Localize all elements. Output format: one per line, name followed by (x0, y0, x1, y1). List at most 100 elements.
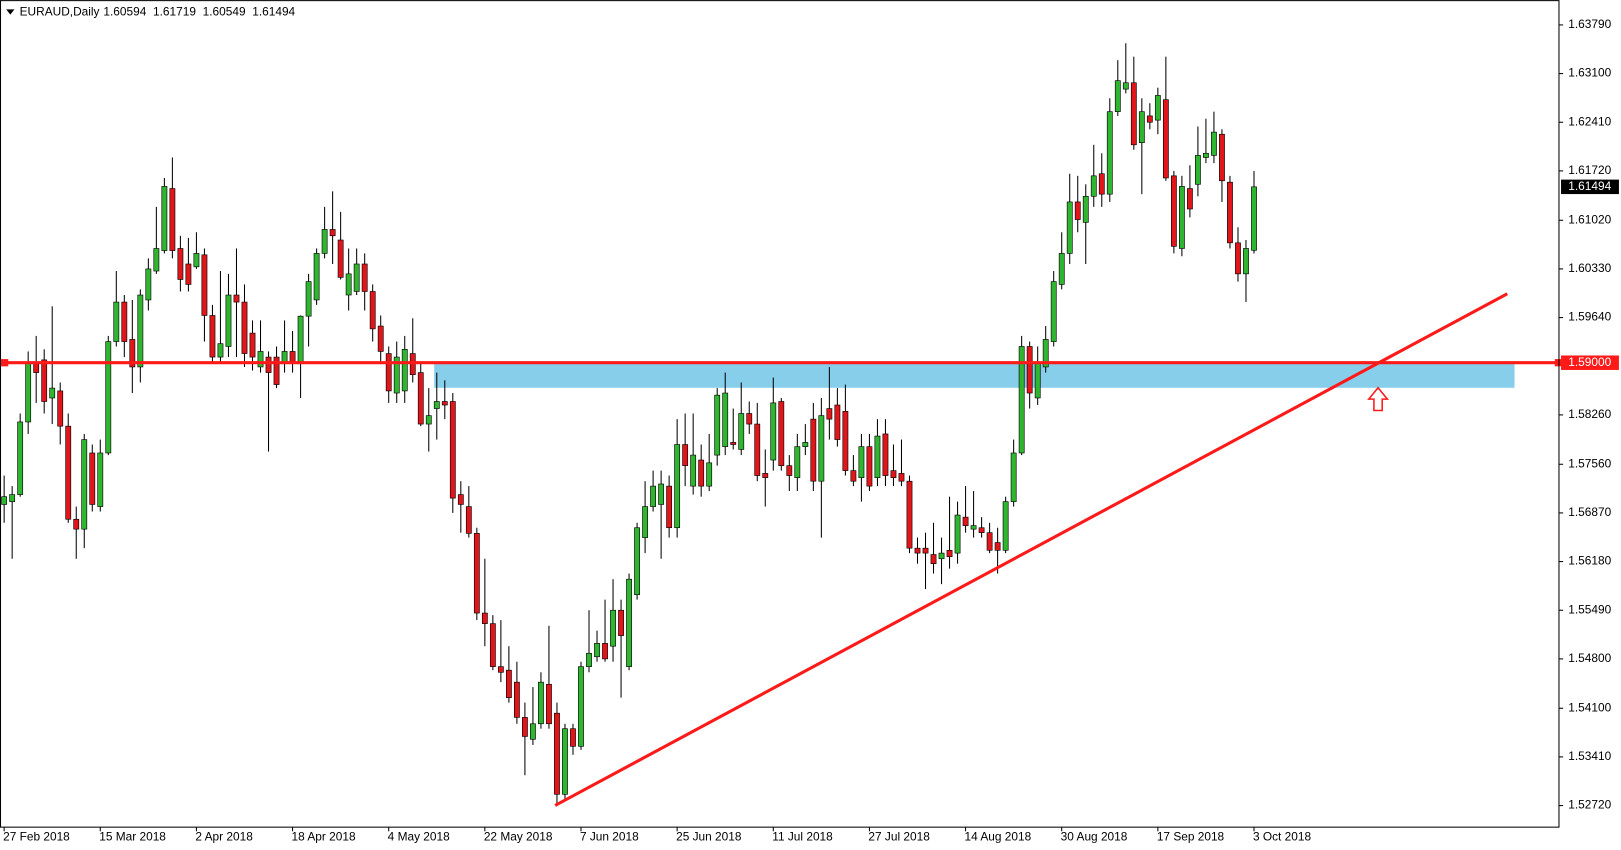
y-tick-label: 1.59640 (1568, 310, 1611, 324)
x-tick-label: 4 May 2018 (388, 830, 450, 844)
candle-body (233, 294, 240, 303)
candle-body (898, 473, 905, 482)
y-tick-label: 1.53410 (1568, 749, 1611, 763)
candle-body (930, 554, 937, 565)
candle-body (1010, 452, 1017, 502)
level-label-box (1561, 355, 1619, 370)
candle-body (297, 315, 304, 363)
header-open: 1.60594 (103, 5, 146, 19)
candle-body (153, 248, 160, 272)
candle-body (1235, 242, 1241, 275)
candle-body (105, 341, 112, 454)
candle-body (986, 532, 993, 551)
candle-body (481, 612, 488, 624)
menu-triangle (6, 9, 15, 15)
candle-body (762, 473, 769, 478)
y-tick-label: 1.61720 (1568, 163, 1611, 177)
candle-body (642, 506, 648, 538)
x-tick-label: 17 Sep 2018 (1157, 830, 1225, 844)
candle-body (826, 408, 833, 420)
price-label-box (1561, 179, 1619, 195)
candle-body (169, 188, 176, 251)
x-tick-label: 22 May 2018 (484, 830, 553, 844)
candle-body (994, 542, 1001, 551)
candle-body (1187, 188, 1193, 210)
candle-body (698, 459, 705, 487)
candle-body (217, 343, 224, 358)
header-close: 1.61494 (252, 5, 295, 19)
candle-body (1251, 186, 1257, 251)
x-tick-label: 14 Aug 2018 (965, 830, 1032, 844)
candle-body (1042, 339, 1049, 368)
candle-body (834, 404, 841, 440)
candle-body (193, 253, 200, 268)
level-label: 1.59000 (1568, 355, 1611, 369)
candle-body (489, 623, 496, 667)
price-label: 1.61494 (1568, 179, 1611, 193)
candle-body (546, 683, 552, 725)
plot-frame (0, 0, 1560, 828)
candle-body (1170, 175, 1177, 247)
support-zone (434, 361, 1515, 388)
candle-body (377, 325, 384, 352)
candle-body (866, 446, 873, 487)
candle-body (746, 413, 753, 425)
candle-body (874, 435, 881, 478)
candle-body (1227, 181, 1233, 244)
candle-body (770, 402, 777, 461)
candle-body (417, 372, 424, 425)
candle-body (914, 547, 921, 554)
candle-body (882, 433, 889, 476)
candle-body (289, 351, 296, 363)
candle-body (1106, 111, 1113, 195)
y-tick-label: 1.61020 (1568, 212, 1611, 226)
candle-body (9, 494, 16, 502)
y-tick-label: 1.63790 (1568, 17, 1611, 31)
y-tick-label: 1.54800 (1568, 651, 1611, 665)
candle-body (586, 652, 592, 667)
candle-body (786, 465, 793, 476)
candle-body (161, 186, 168, 251)
y-tick-label: 1.52720 (1568, 798, 1611, 812)
candle-body (337, 239, 344, 278)
candle-body (578, 666, 584, 747)
candle-body (441, 401, 448, 406)
candle-body (1074, 201, 1081, 220)
candle-body (522, 717, 528, 737)
candle-body (1122, 82, 1129, 90)
x-tick-label: 7 Jun 2018 (580, 830, 639, 844)
candle-body (962, 516, 969, 526)
candle-body (1178, 186, 1185, 249)
candle-body (1066, 201, 1073, 254)
y-tick-label: 1.63100 (1568, 66, 1611, 80)
candle-body (946, 549, 953, 557)
candle-body (329, 229, 336, 237)
candle-body (241, 301, 248, 354)
candle-body (602, 643, 608, 660)
candle-body (738, 413, 745, 450)
candle-body (369, 291, 376, 330)
symbol-title: EURAUD,Daily (20, 5, 100, 19)
candle-body (618, 609, 624, 636)
candle-body (57, 390, 64, 427)
candle-body (17, 421, 24, 495)
candle-body (385, 353, 392, 392)
x-tick-label: 18 Apr 2018 (292, 830, 356, 844)
candle-body (393, 356, 400, 394)
candle-body (890, 470, 897, 478)
candle-body (754, 423, 761, 476)
candle-body (249, 332, 256, 358)
candle-body (778, 401, 785, 466)
candle-body (177, 248, 184, 280)
candle-body (1, 496, 8, 505)
candle-body (682, 444, 689, 466)
candle-body (650, 485, 656, 507)
x-tick-label: 27 Jul 2018 (868, 830, 930, 844)
candle-body (321, 229, 328, 254)
candle-body (1018, 346, 1025, 454)
candle-body (730, 442, 737, 445)
candle-body (281, 351, 288, 363)
candle-body (1114, 80, 1121, 112)
candle-body (49, 387, 56, 399)
